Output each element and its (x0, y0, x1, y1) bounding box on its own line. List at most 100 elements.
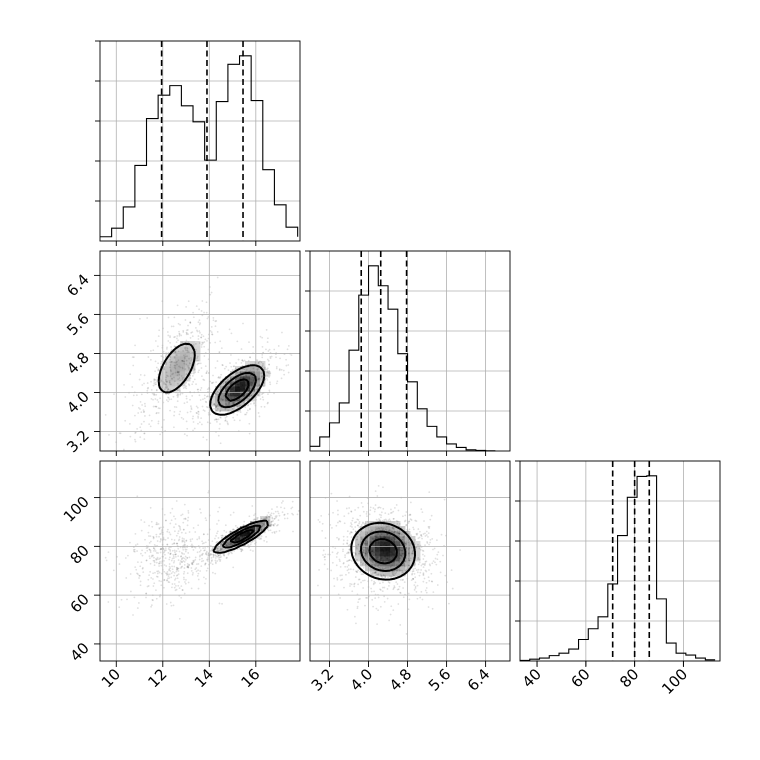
sample-point (421, 549, 424, 552)
sample-point (393, 506, 396, 509)
sample-point (371, 550, 374, 553)
sample-point (204, 553, 207, 555)
density-cell (410, 551, 416, 557)
sample-point (155, 412, 158, 415)
sample-point (179, 410, 182, 413)
sample-point (408, 528, 411, 531)
sample-point (174, 555, 177, 558)
density-cell (245, 396, 251, 402)
density-cell (400, 531, 406, 537)
density-cell (240, 541, 246, 547)
sample-point (166, 528, 169, 531)
sample-point (269, 525, 272, 528)
sample-point (175, 570, 178, 573)
sample-point (373, 564, 376, 567)
sample-point (362, 549, 365, 552)
density-cell (220, 541, 226, 547)
sample-point (214, 404, 217, 407)
sample-point (195, 405, 198, 408)
sample-point (357, 518, 360, 521)
density-cell (170, 371, 176, 377)
sample-point (348, 559, 351, 562)
sample-point (123, 383, 125, 386)
sample-point (387, 537, 390, 540)
sample-point (419, 530, 421, 533)
sample-point (239, 388, 242, 391)
density-cell (265, 516, 271, 522)
sample-point (187, 365, 189, 367)
sample-point (377, 596, 380, 599)
sample-point (372, 550, 375, 553)
sample-point (203, 576, 205, 579)
sample-point (421, 563, 424, 565)
sample-point (244, 383, 247, 386)
sample-point (422, 572, 425, 575)
sample-point (378, 563, 381, 566)
sample-point (389, 519, 392, 522)
density-cell (260, 361, 266, 367)
sample-point (157, 570, 160, 573)
sample-point (271, 531, 274, 534)
sample-point (194, 556, 197, 559)
sample-point (248, 377, 251, 380)
sample-point (151, 525, 154, 528)
sample-point (182, 576, 185, 579)
sample-point (297, 510, 300, 512)
x-tick-label: 60 (567, 665, 593, 691)
sample-point (150, 520, 153, 523)
density-cell (380, 571, 386, 577)
sample-point (424, 532, 426, 535)
sample-point (243, 368, 245, 370)
sample-point (260, 361, 263, 364)
sample-point (416, 571, 419, 574)
sample-point (216, 532, 218, 535)
sample-point (179, 393, 182, 396)
sample-point (265, 516, 268, 518)
sample-point (256, 522, 259, 525)
sample-point (144, 405, 147, 408)
sample-point (155, 557, 157, 560)
sample-point (152, 537, 155, 540)
sample-point (249, 395, 252, 398)
density-cell (260, 521, 266, 527)
sample-point (205, 553, 208, 556)
x-tick-label: 10 (98, 665, 124, 691)
sample-point (197, 410, 200, 413)
sample-point (259, 360, 261, 363)
sample-point (143, 438, 146, 441)
sample-point (396, 588, 399, 591)
sample-point (269, 383, 272, 386)
density-cell (195, 341, 201, 347)
sample-point (215, 409, 218, 412)
sample-point (346, 530, 349, 533)
sample-point (333, 585, 336, 588)
sample-point (241, 534, 244, 537)
sample-point (213, 418, 216, 421)
sample-point (430, 580, 433, 583)
sample-point (392, 510, 395, 513)
sample-point (215, 541, 218, 544)
sample-point (265, 541, 268, 543)
sample-point (383, 543, 385, 546)
sample-point (152, 393, 155, 396)
sample-point (420, 534, 422, 537)
sample-point (324, 553, 327, 556)
sample-point (350, 536, 353, 539)
sample-point (265, 517, 268, 520)
sample-point (243, 375, 245, 378)
sample-point (268, 348, 271, 351)
sample-point (282, 369, 285, 372)
sample-point (384, 512, 387, 515)
sample-point (414, 576, 417, 579)
sample-point (180, 375, 183, 378)
density-cell (365, 556, 371, 562)
sample-point (202, 378, 205, 381)
sample-point (150, 604, 153, 607)
sample-point (360, 536, 363, 539)
sample-point (394, 530, 396, 533)
sample-point (266, 516, 268, 519)
density-cell (390, 536, 396, 542)
sample-point (336, 500, 338, 502)
sample-point (156, 379, 159, 381)
sample-point (286, 512, 289, 515)
